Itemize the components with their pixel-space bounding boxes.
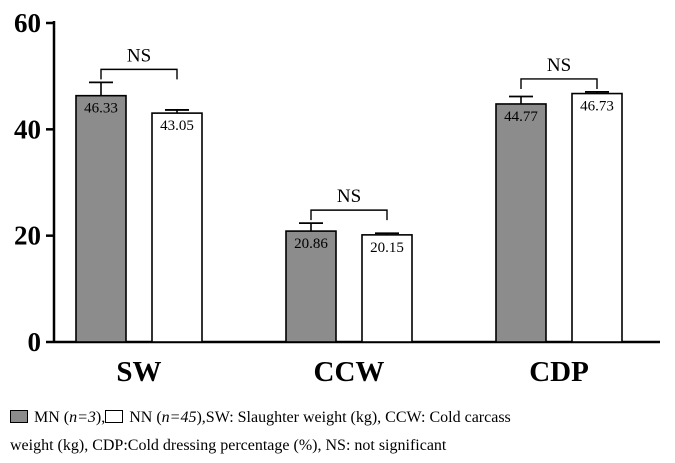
bar-nn-cdp — [571, 92, 623, 343]
significance-bracket — [100, 68, 178, 80]
bar-chart: 0 20 40 60 46.33 43.05 NS SW 20.86 20.15 NS CCW 44.7… — [14, 8, 660, 388]
legend-line-2: weight (kg), CDP:Cold dressing percentag… — [10, 437, 447, 454]
legend-line-1: MN (n=3), NN (n=45),SW: Slaughter weight … — [10, 404, 670, 432]
significance-label: NS — [127, 45, 151, 66]
legend-nn-n: n=45 — [161, 409, 197, 426]
y-tick-label: 0 — [28, 327, 42, 357]
significance-bracket — [520, 78, 598, 89]
bar-value-label: 20.15 — [370, 240, 404, 256]
bar-mn-sw — [75, 94, 127, 343]
legend-mn-label: MN — [34, 409, 60, 426]
x-category-label: CCW — [314, 356, 385, 388]
bar-value-label: 46.73 — [580, 99, 614, 115]
x-category-label: SW — [116, 356, 161, 388]
significance-label: NS — [547, 55, 571, 76]
legend: MN (n=3), NN (n=45),SW: Slaughter weight … — [10, 404, 670, 460]
bar-value-label: 44.77 — [504, 109, 538, 125]
x-category-label: CDP — [529, 356, 589, 388]
bar-value-label: 46.33 — [84, 101, 118, 117]
legend-swatch-mn — [10, 410, 28, 423]
bar-mn-cdp — [495, 103, 547, 343]
y-tick-label: 60 — [14, 8, 41, 38]
significance-bracket — [310, 209, 388, 221]
legend-mn-n: n=3 — [69, 409, 96, 426]
bar-nn-sw — [151, 112, 203, 343]
legend-nn-label: NN — [129, 409, 153, 426]
significance-label: NS — [337, 186, 361, 207]
y-tick-label: 20 — [14, 221, 41, 251]
bar-value-label: 20.86 — [294, 236, 328, 252]
y-tick-label: 40 — [14, 114, 41, 144]
legend-swatch-nn — [105, 410, 124, 423]
bar-value-label: 43.05 — [160, 118, 194, 134]
legend-abbrev-line1: SW: Slaughter weight (kg), CCW: Cold car… — [205, 409, 511, 426]
